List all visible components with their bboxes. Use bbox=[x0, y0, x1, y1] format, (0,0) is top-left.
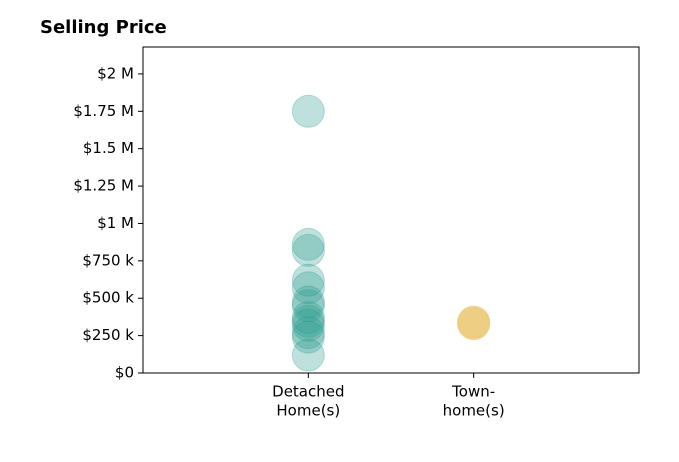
y-tick-label: $2 M bbox=[97, 64, 134, 82]
point bbox=[291, 301, 325, 335]
y-tick-label: $1.25 M bbox=[73, 177, 134, 195]
y-tick-label: $1.5 M bbox=[83, 139, 134, 157]
y-tick-label: $500 k bbox=[82, 289, 134, 307]
plot-frame bbox=[142, 46, 640, 374]
y-tick-label: $250 k bbox=[82, 326, 134, 344]
x-tick-label: Town- bbox=[451, 383, 495, 401]
point bbox=[291, 304, 325, 338]
point bbox=[291, 233, 325, 267]
point bbox=[457, 305, 491, 339]
y-tick-label: $1.75 M bbox=[73, 102, 134, 120]
x-tick-label: Detached bbox=[272, 383, 344, 401]
y-tick-label: $1 M bbox=[97, 214, 134, 232]
point bbox=[291, 271, 325, 305]
point bbox=[291, 289, 325, 323]
x-tick-label: Home(s) bbox=[276, 402, 340, 420]
x-tick-label: home(s) bbox=[443, 402, 505, 420]
chart-title: Selling Price bbox=[40, 17, 167, 38]
point bbox=[291, 263, 325, 297]
point bbox=[291, 285, 325, 319]
point bbox=[291, 320, 325, 354]
y-tick-label: $0 bbox=[115, 364, 134, 382]
point bbox=[291, 308, 325, 342]
point bbox=[291, 316, 325, 350]
y-tick-label: $750 k bbox=[82, 251, 134, 269]
point bbox=[291, 338, 325, 372]
point bbox=[291, 94, 325, 128]
point bbox=[291, 227, 325, 261]
